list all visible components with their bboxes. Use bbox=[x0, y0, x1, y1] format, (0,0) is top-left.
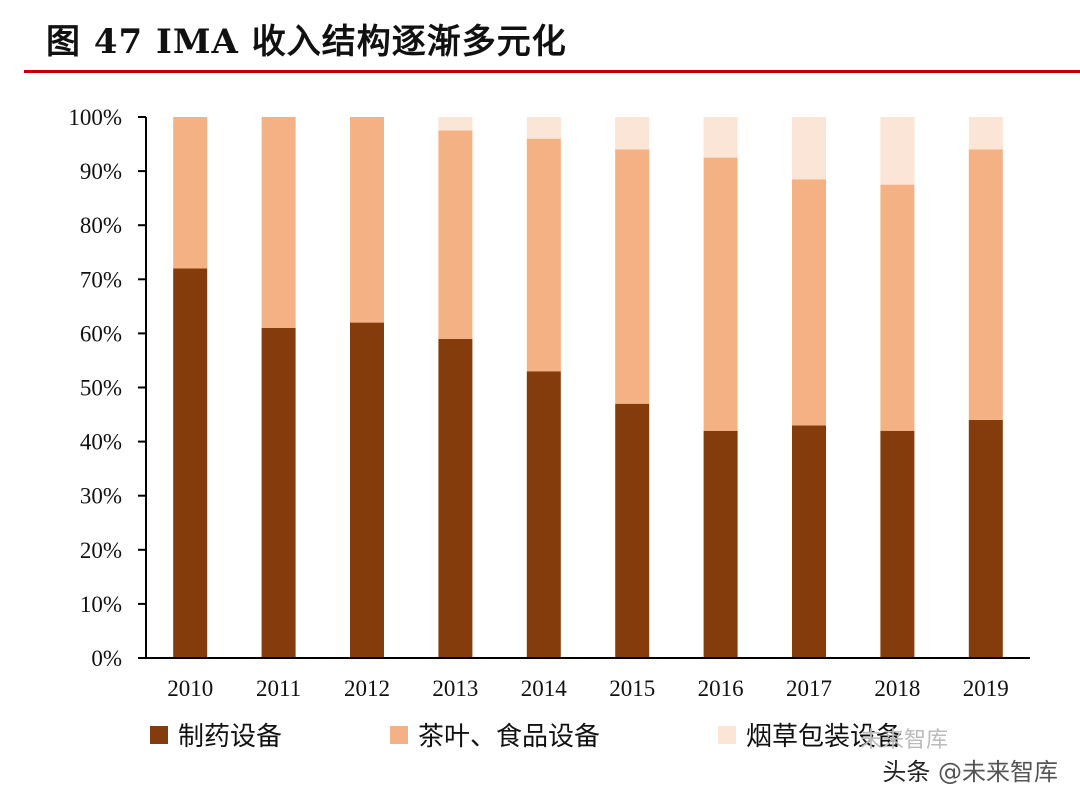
bar-food-2018 bbox=[880, 184, 915, 431]
bar-food-2011 bbox=[261, 117, 296, 328]
bar-food-2010 bbox=[173, 117, 208, 269]
x-tick-label: 2016 bbox=[698, 676, 744, 701]
legend-swatch-pharma bbox=[150, 725, 168, 744]
x-tick-label: 2019 bbox=[963, 676, 1009, 701]
y-tick-label: 50% bbox=[80, 376, 122, 401]
bar-pharma-2018 bbox=[880, 430, 915, 658]
watermark: 头条 @未来智库 bbox=[882, 752, 1058, 787]
watermark-account: @未来智库 bbox=[938, 758, 1058, 786]
title-divider bbox=[24, 70, 1080, 73]
legend-label-food: 茶叶、食品设备 bbox=[418, 722, 601, 752]
bar-pharma-2013 bbox=[438, 338, 473, 658]
bar-tobacco-2017 bbox=[792, 117, 826, 180]
bars-group bbox=[173, 117, 1003, 658]
y-tick-label: 40% bbox=[80, 430, 122, 455]
legend-swatch-tobacco bbox=[718, 725, 736, 744]
bar-pharma-2011 bbox=[261, 327, 296, 658]
y-tick-label: 100% bbox=[68, 105, 122, 130]
y-tick-label: 20% bbox=[80, 538, 122, 563]
x-tick-label: 2015 bbox=[609, 676, 655, 701]
y-tick-label: 80% bbox=[80, 213, 122, 238]
watermark-source: 头条 bbox=[882, 758, 931, 786]
bar-tobacco-2019 bbox=[968, 117, 1003, 150]
legend-swatch-food bbox=[390, 725, 408, 744]
legend-item-food: 茶叶、食品设备 bbox=[390, 716, 600, 753]
legend-label-pharma: 制药设备 bbox=[178, 722, 283, 752]
x-tick-label: 2018 bbox=[874, 676, 920, 701]
axes-group: 2010 2011 2012 2013 2014 2015 2016 2017 2018 2019… bbox=[68, 105, 1030, 701]
bar-pharma-2016 bbox=[703, 430, 738, 658]
watermark-seal: 未来智库 bbox=[859, 728, 948, 753]
bar-pharma-2012 bbox=[350, 322, 384, 658]
bar-pharma-2019 bbox=[968, 419, 1003, 658]
bar-pharma-2010 bbox=[173, 268, 208, 658]
bar-tobacco-2018 bbox=[880, 117, 915, 185]
y-tick-label: 90% bbox=[80, 159, 122, 184]
x-tick-label: 2013 bbox=[432, 676, 478, 701]
y-tick-label: 60% bbox=[80, 321, 122, 346]
bar-food-2012 bbox=[350, 117, 384, 323]
x-tick-label: 2014 bbox=[521, 676, 568, 701]
bar-food-2015 bbox=[615, 149, 650, 404]
bar-food-2016 bbox=[703, 157, 738, 431]
stacked-bar-chart: 2010 2011 2012 2013 2014 2015 2016 2017 2018 2019… bbox=[68, 105, 1030, 701]
chart-title: 图 47 IMA 收入结构逐渐多元化 bbox=[46, 22, 567, 62]
bar-tobacco-2015 bbox=[615, 117, 650, 150]
y-tick-label: 70% bbox=[80, 267, 122, 292]
x-tick-label: 2012 bbox=[344, 676, 390, 701]
bar-food-2017 bbox=[792, 179, 826, 426]
legend-item-tobacco: 烟草包装设备 bbox=[718, 716, 902, 753]
legend-label-tobacco: 烟草包装设备 bbox=[746, 722, 903, 752]
bar-food-2013 bbox=[438, 130, 473, 339]
bar-pharma-2015 bbox=[615, 403, 650, 658]
y-tick-label: 0% bbox=[91, 646, 122, 671]
bar-pharma-2017 bbox=[792, 425, 826, 658]
x-tick-label: 2017 bbox=[786, 676, 832, 701]
bar-food-2014 bbox=[526, 138, 561, 372]
bar-food-2019 bbox=[968, 149, 1003, 420]
bar-tobacco-2016 bbox=[703, 117, 738, 158]
bar-pharma-2014 bbox=[526, 371, 561, 658]
legend: 制药设备 茶叶、食品设备 烟草包装设备 bbox=[0, 716, 1080, 756]
y-tick-label: 10% bbox=[80, 592, 122, 617]
bar-tobacco-2014 bbox=[526, 117, 561, 139]
y-tick-label: 30% bbox=[80, 484, 122, 509]
x-tick-label: 2010 bbox=[167, 676, 213, 701]
bar-tobacco-2013 bbox=[438, 117, 473, 131]
x-tick-label: 2011 bbox=[256, 676, 301, 701]
legend-item-pharma: 制药设备 bbox=[150, 716, 282, 753]
